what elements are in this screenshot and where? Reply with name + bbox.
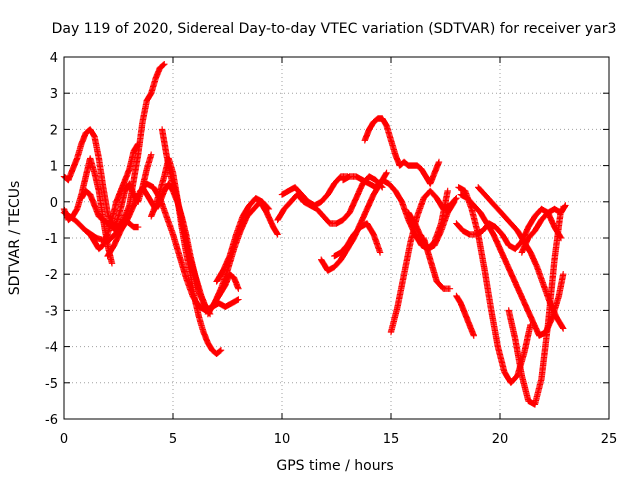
x-tick-label: 20 (492, 432, 509, 447)
series-s18 (387, 187, 460, 336)
x-axis: 0 5 10 15 20 25 (60, 57, 617, 447)
series-markers (505, 205, 565, 408)
series-markers (331, 220, 384, 260)
series-s7 (148, 155, 225, 357)
series-s20 (420, 234, 454, 292)
series-s27 (518, 202, 569, 256)
y-tick-label: 1 (50, 160, 58, 175)
y-tick-label: 2 (50, 123, 58, 138)
y-tick-label: -6 (45, 413, 58, 428)
x-tick-label: 0 (60, 432, 68, 447)
series-markers (82, 140, 142, 253)
series-s5 (82, 140, 142, 253)
y-tick-label: -5 (45, 377, 58, 392)
y-tick-label: 3 (50, 87, 58, 102)
y-tick-label: -3 (45, 304, 58, 319)
y-axis: 4 3 2 1 0 -1 -2 -3 -4 -5 -6 (45, 51, 609, 428)
grid (64, 57, 609, 419)
chart-title: Day 119 of 2020, Sidereal Day-to-day VTE… (52, 21, 617, 37)
series-s17 (361, 115, 443, 187)
x-tick-label: 5 (169, 432, 177, 447)
series-s11 (213, 195, 273, 285)
x-tick-label: 10 (274, 432, 291, 447)
series-s13 (278, 173, 351, 209)
series-markers (420, 234, 454, 292)
series-markers (213, 195, 273, 285)
x-tick-label: 25 (601, 432, 618, 447)
series-markers (278, 173, 351, 209)
series-markers (387, 187, 460, 336)
y-tick-label: 4 (50, 51, 58, 66)
series-s9 (158, 126, 214, 318)
y-tick-label: 0 (50, 196, 58, 211)
series-markers (148, 155, 225, 357)
series-s15 (331, 220, 384, 260)
series-s21 (453, 292, 477, 339)
series-markers (453, 292, 477, 339)
series-markers (158, 126, 214, 318)
data-series-layer (60, 61, 569, 408)
y-tick-label: -1 (45, 232, 58, 247)
x-axis-label: GPS time / hours (276, 458, 393, 474)
series-markers (361, 115, 443, 187)
y-axis-label: SDTVAR / TECUs (7, 181, 23, 296)
series-s22 (455, 184, 534, 386)
series-markers (518, 202, 569, 256)
series-s26 (505, 205, 565, 408)
x-tick-label: 15 (383, 432, 400, 447)
y-tick-label: -2 (45, 268, 58, 283)
series-markers (455, 184, 534, 386)
y-tick-label: -4 (45, 341, 58, 356)
